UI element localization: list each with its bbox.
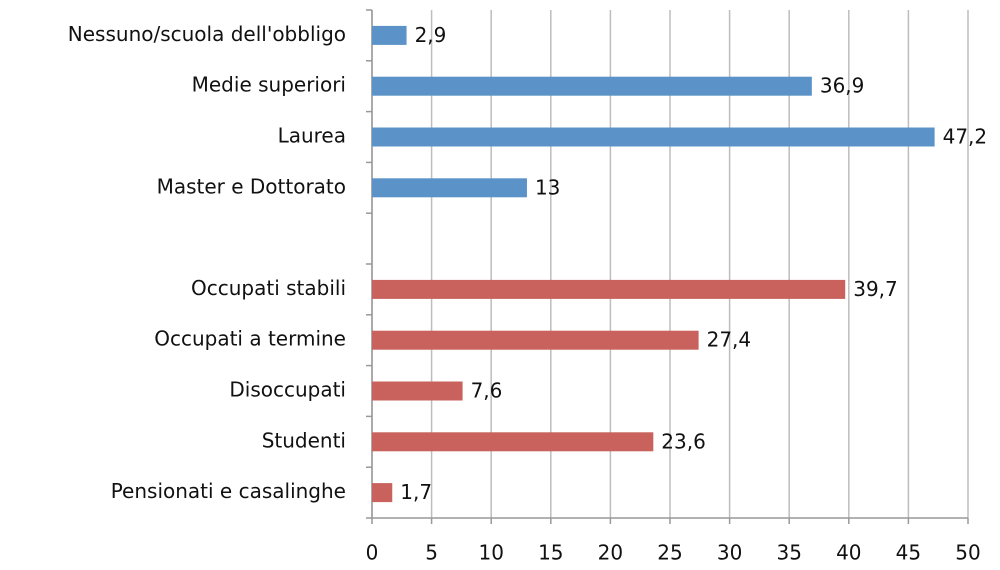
y-tick-label: Disoccupati [229, 378, 346, 402]
x-tick-label: 40 [836, 541, 861, 565]
bar [372, 279, 846, 299]
y-tick-label: Occupati a termine [154, 327, 346, 351]
y-tick-label: Occupati stabili [191, 276, 346, 300]
value-label: 39,7 [853, 277, 898, 301]
value-label: 47,2 [943, 125, 988, 149]
y-tick-label: Studenti [262, 428, 346, 452]
bar [372, 483, 393, 503]
bar [372, 330, 699, 350]
bar [372, 381, 463, 401]
x-tick-label: 25 [657, 541, 682, 565]
x-tick-label: 35 [776, 541, 801, 565]
x-tick-label: 15 [538, 541, 563, 565]
x-tick-label: 45 [896, 541, 921, 565]
value-label: 27,4 [707, 328, 752, 352]
y-tick-label: Nessuno/scuola dell'obbligo [68, 22, 346, 46]
y-tick-label: Pensionati e casalinghe [111, 479, 346, 503]
y-tick-label: Medie superiori [192, 73, 346, 97]
x-tick-label: 0 [366, 541, 379, 565]
value-label: 1,7 [400, 480, 432, 504]
x-tick-label: 50 [955, 541, 980, 565]
value-label: 23,6 [661, 429, 706, 453]
y-tick-label: Laurea [278, 124, 346, 148]
value-label: 7,6 [471, 379, 503, 403]
bar [372, 432, 654, 452]
bar [372, 178, 527, 198]
bar [372, 127, 935, 147]
x-tick-label: 5 [425, 541, 438, 565]
value-label: 2,9 [415, 23, 447, 47]
x-tick-label: 20 [598, 541, 623, 565]
y-tick-label: Master e Dottorato [157, 174, 346, 198]
value-label: 13 [535, 175, 560, 199]
bar [372, 25, 407, 45]
bar [372, 76, 812, 96]
x-tick-label: 10 [478, 541, 503, 565]
value-label: 36,9 [820, 74, 865, 98]
x-tick-label: 30 [717, 541, 742, 565]
